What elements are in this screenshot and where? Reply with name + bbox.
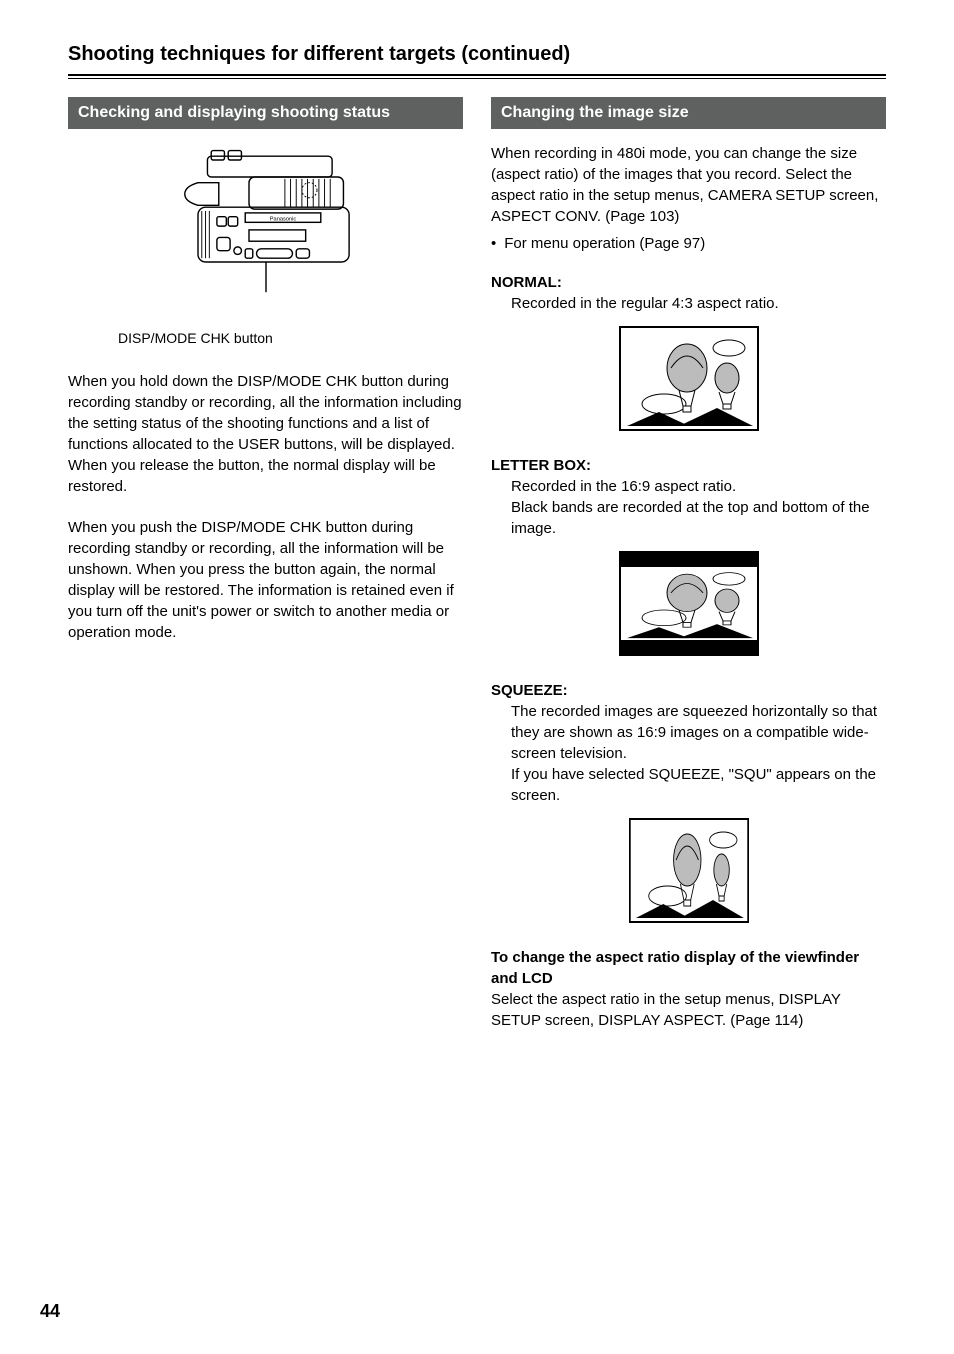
letterbox-body: Recorded in the 16:9 aspect ratio. Black…: [491, 476, 886, 539]
normal-label: NORMAL:: [491, 272, 886, 293]
rule-thin: [68, 78, 886, 79]
footer-body: Select the aspect ratio in the setup men…: [491, 989, 886, 1031]
camcorder-icon: Panasonic: [141, 143, 391, 313]
brand-text: Panasonic: [269, 216, 296, 222]
rule-thick: [68, 74, 886, 76]
bullet-dot-icon: •: [491, 233, 496, 254]
right-section-title-bar: Changing the image size: [491, 97, 886, 129]
right-column: Changing the image size When recording i…: [491, 97, 886, 1031]
letterbox-figure: [491, 551, 886, 662]
bullet-menu-op: • For menu operation (Page 97): [491, 233, 886, 254]
right-intro: When recording in 480i mode, you can cha…: [491, 143, 886, 227]
balloons-letterbox-icon: [619, 551, 759, 656]
squeeze-body: The recorded images are squeezed horizon…: [491, 701, 886, 806]
left-column: Checking and displaying shooting status: [68, 97, 463, 1031]
left-section-title-bar: Checking and displaying shooting status: [68, 97, 463, 129]
footer-subhead: To change the aspect ratio display of th…: [491, 947, 886, 989]
camera-figure: Panasonic: [68, 143, 463, 319]
normal-body: Recorded in the regular 4:3 aspect ratio…: [491, 293, 886, 314]
left-para-1: When you hold down the DISP/MODE CHK but…: [68, 371, 463, 497]
squeeze-label: SQUEEZE:: [491, 680, 886, 701]
camera-caption: DISP/MODE CHK button: [68, 329, 463, 349]
page-heading: Shooting techniques for different target…: [68, 40, 886, 68]
page-number: 44: [40, 1299, 60, 1324]
normal-figure: [491, 326, 886, 437]
balloons-squeeze-icon: [629, 818, 749, 923]
letterbox-label: LETTER BOX:: [491, 455, 886, 476]
bullet-text: For menu operation (Page 97): [504, 233, 705, 254]
left-para-2: When you push the DISP/MODE CHK button d…: [68, 517, 463, 643]
balloons-normal-icon: [619, 326, 759, 431]
squeeze-figure: [491, 818, 886, 929]
content-columns: Checking and displaying shooting status: [68, 97, 886, 1031]
